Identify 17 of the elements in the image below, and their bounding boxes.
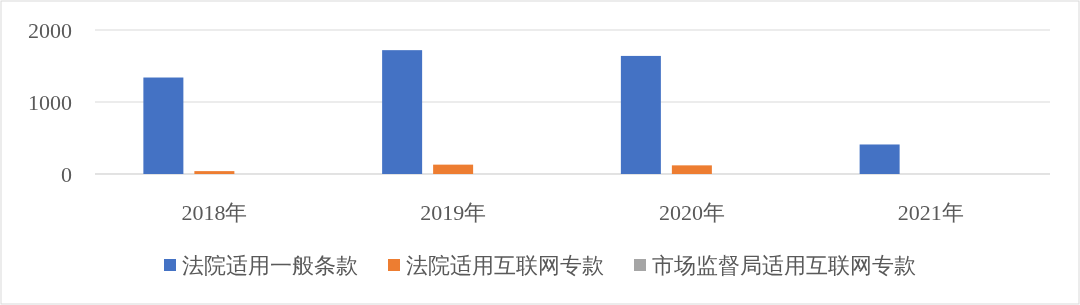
x-tick-label: 2019年 xyxy=(420,200,487,225)
legend-label: 法院适用一般条款 xyxy=(182,253,358,278)
bar xyxy=(143,77,184,174)
bar xyxy=(671,165,712,174)
bar xyxy=(194,171,235,174)
y-tick-label: 1000 xyxy=(28,90,72,115)
x-tick-label: 2018年 xyxy=(181,200,248,225)
y-tick-label: 0 xyxy=(61,162,72,187)
bar xyxy=(859,144,900,174)
bar xyxy=(433,164,474,174)
y-tick-label: 2000 xyxy=(28,18,72,43)
bar xyxy=(382,50,423,174)
x-tick-label: 2021年 xyxy=(897,200,964,225)
legend-label: 法院适用互联网专款 xyxy=(406,253,604,278)
bar xyxy=(620,55,661,174)
legend-label: 市场监督局适用互联网专款 xyxy=(652,253,916,278)
x-tick-label: 2020年 xyxy=(658,200,725,225)
